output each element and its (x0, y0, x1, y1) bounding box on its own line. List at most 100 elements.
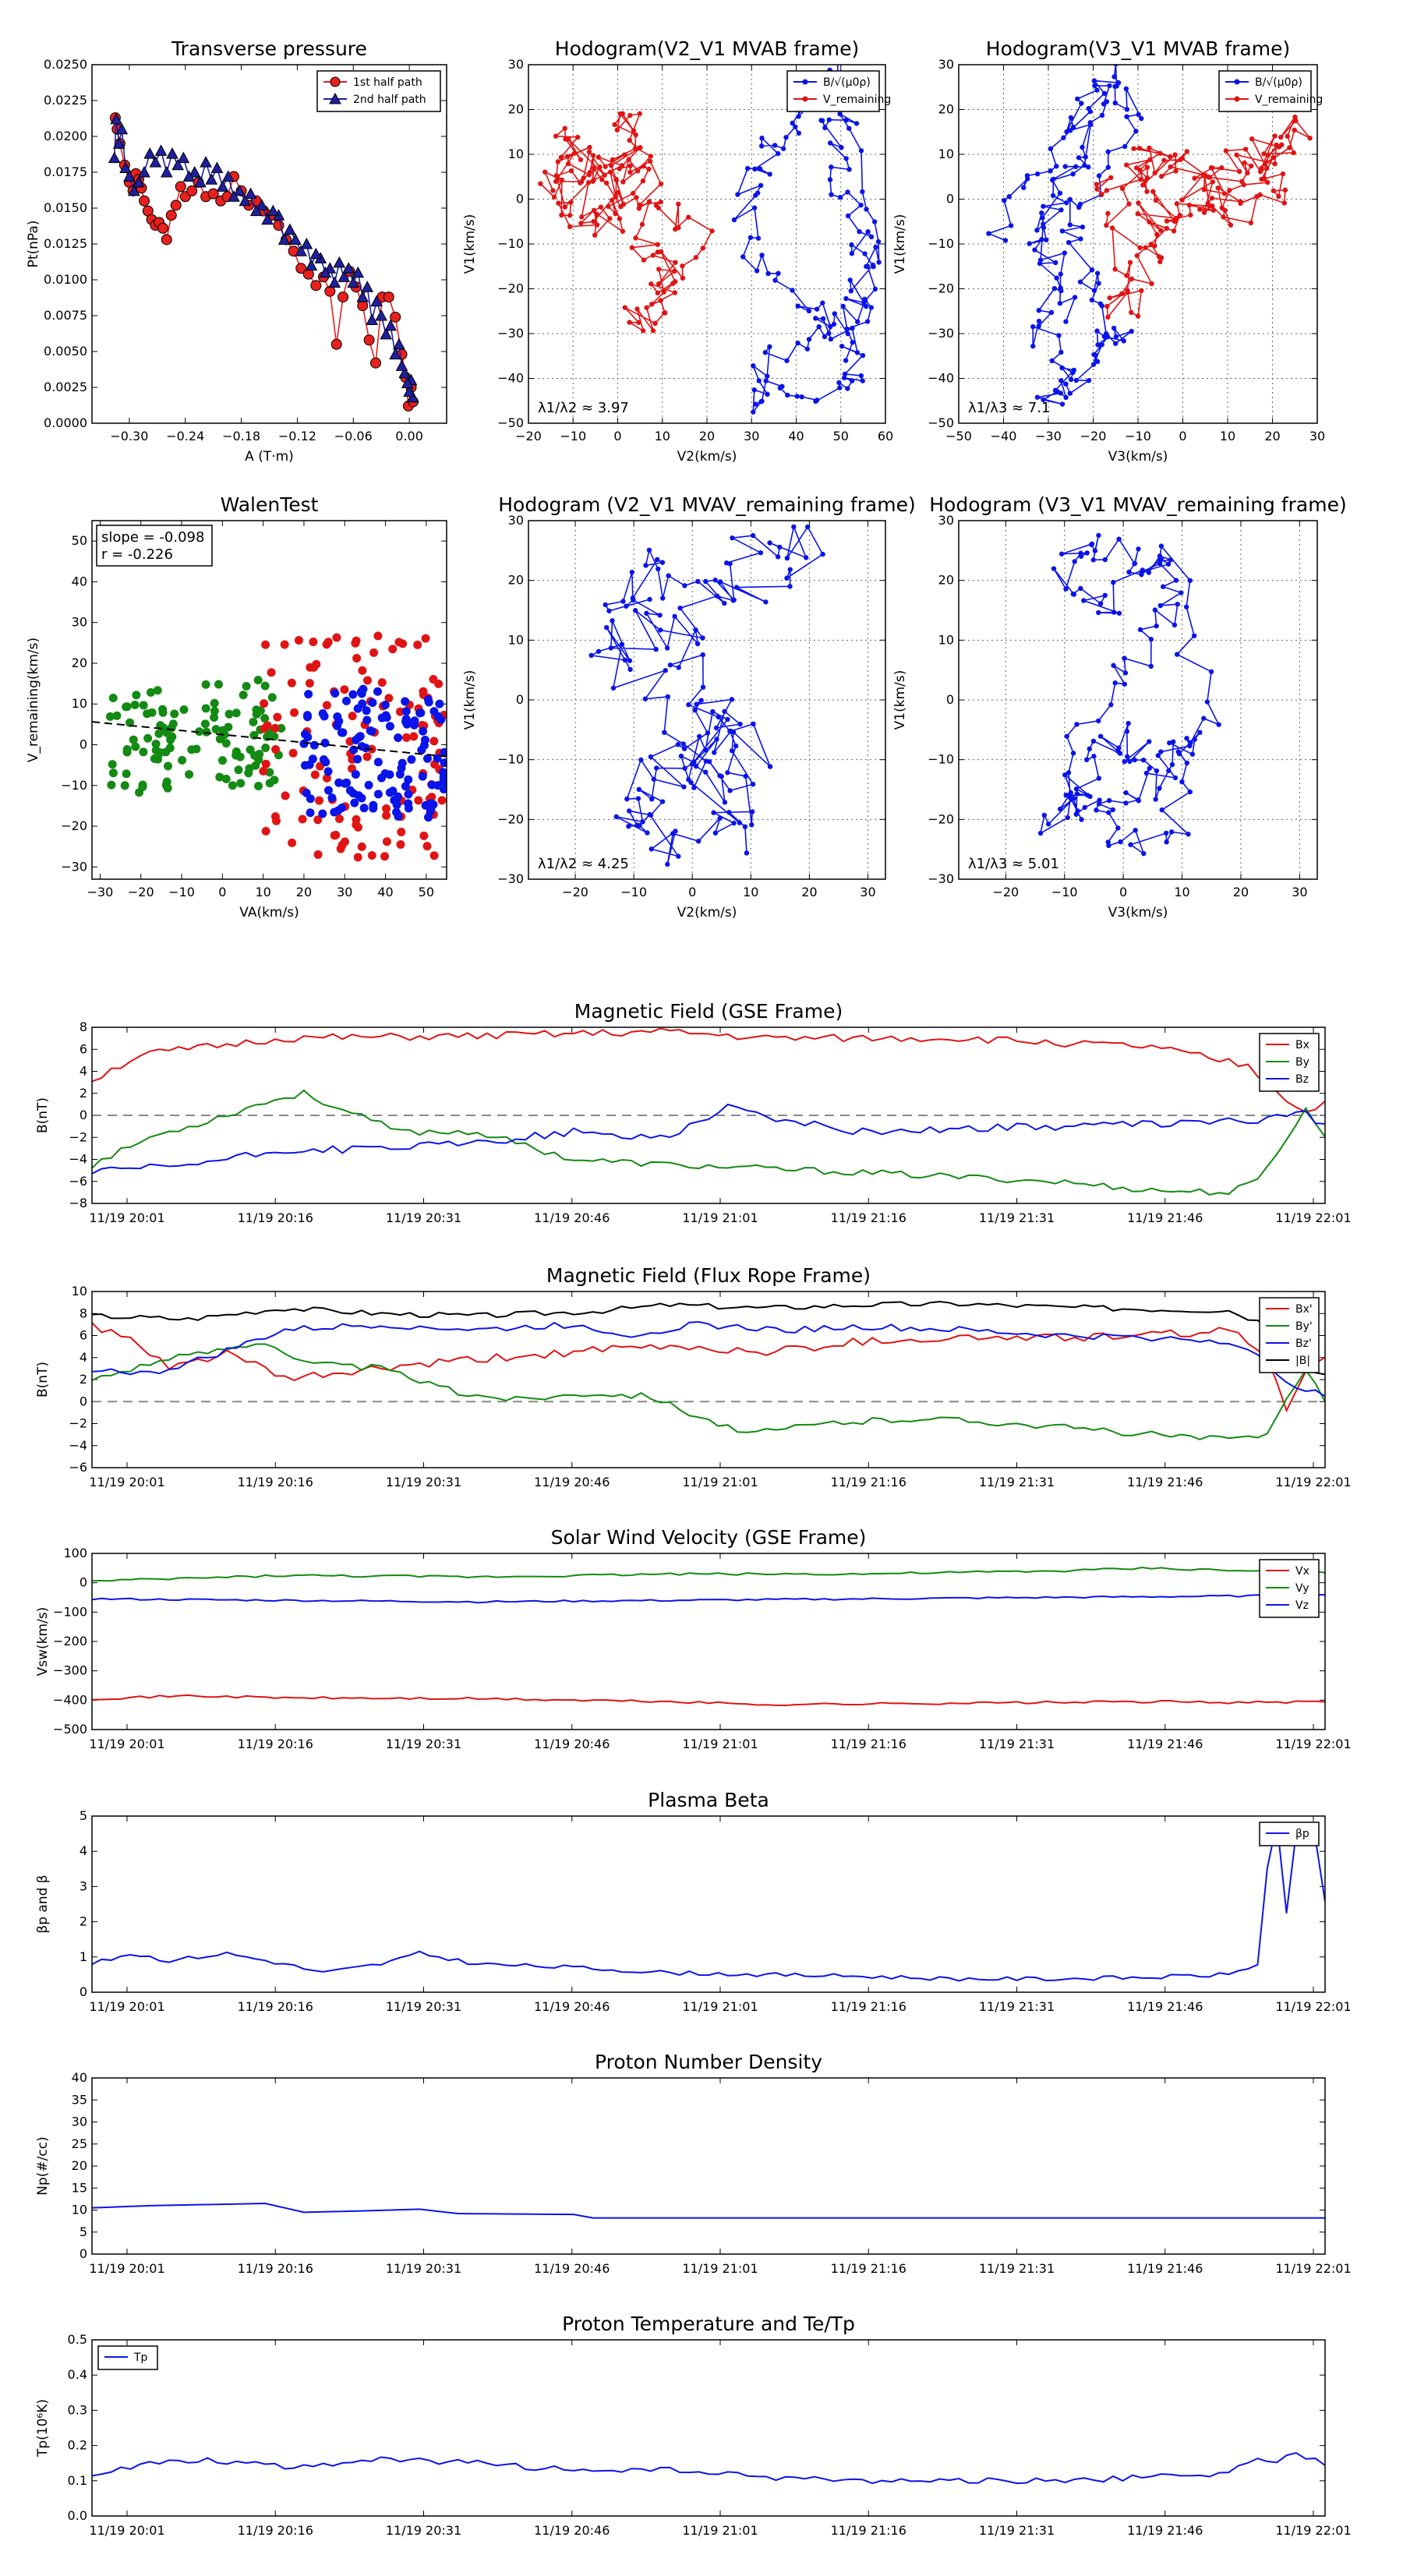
data-point (1135, 313, 1141, 319)
data-point (712, 750, 717, 755)
y-tick-label: −2 (69, 1129, 87, 1144)
data-point (784, 555, 790, 561)
data-point (1086, 377, 1092, 383)
y-tick-label: 10 (508, 632, 524, 647)
data-point (751, 205, 758, 210)
data-point (750, 781, 756, 787)
data-point (716, 714, 721, 720)
data-point (726, 810, 732, 815)
data-point (394, 811, 403, 821)
data-point (440, 758, 447, 768)
chart-bfr: Magnetic Field (Flux Rope Frame) −6 −4 −2 0 2… (35, 1264, 1352, 1489)
data-point (1174, 201, 1180, 207)
y-tick-label: −30 (61, 859, 87, 874)
plot-frame (528, 520, 886, 880)
data-point (1160, 584, 1166, 589)
data-point (615, 189, 621, 196)
data-point (1143, 770, 1150, 776)
data-point (737, 721, 743, 727)
data-point (254, 781, 263, 790)
data-point (647, 596, 652, 602)
data-point (622, 305, 627, 310)
legend-label: B/√(μ0ρ) (1255, 76, 1302, 89)
data-point (1118, 839, 1123, 845)
data-point (767, 764, 773, 769)
data-point (1156, 253, 1162, 260)
data-point (1078, 236, 1083, 242)
data-point (352, 653, 362, 663)
data-point (753, 401, 758, 407)
eigen-ratio-label: λ1/λ3 ≈ 5.01 (968, 856, 1059, 872)
data-point (261, 759, 270, 769)
y-tick-label: 6 (80, 1328, 87, 1343)
data-point (666, 573, 671, 578)
y-tick-label: −30 (497, 326, 524, 341)
data-point (836, 59, 840, 64)
data-point (163, 783, 172, 793)
plot-area (92, 2203, 1325, 2219)
x-tick-label: 10 (655, 429, 670, 443)
data-point (1091, 288, 1097, 293)
data-point (1122, 655, 1127, 661)
data-point (722, 708, 727, 714)
chart-walen: WalenTest −30 −20 −10 0 10 20 30 40 50 −30 −20 −10 0 1… (26, 493, 447, 921)
data-point (751, 409, 756, 415)
data-point (401, 707, 411, 716)
plot-area (92, 1300, 1325, 1440)
data-point (758, 182, 764, 189)
data-point (667, 662, 673, 668)
data-point (1189, 751, 1196, 757)
data-point (261, 826, 270, 836)
data-point (627, 137, 632, 143)
data-point (579, 214, 585, 220)
legend-marker (1234, 96, 1240, 102)
x-tick-label: 0 (218, 885, 226, 899)
data-point (1179, 590, 1184, 595)
data-point (562, 125, 567, 131)
y-tick-label: 20 (938, 102, 954, 117)
data-point (270, 732, 279, 741)
data-point (1210, 207, 1217, 213)
x-tick-label: 50 (833, 429, 849, 443)
y-tick-label: 0 (80, 737, 87, 752)
data-point (1058, 271, 1063, 277)
y-tick-label: −20 (61, 818, 87, 833)
data-point (154, 729, 164, 738)
data-point (613, 814, 619, 820)
data-point (875, 239, 882, 245)
data-point (608, 163, 614, 168)
y-axis-label: V1(km/s) (892, 214, 908, 274)
data-point (160, 165, 173, 178)
x-tick-label: 20 (1264, 429, 1280, 443)
data-point (872, 286, 878, 292)
data-point (289, 233, 302, 245)
data-point (735, 192, 740, 197)
x-tick-label: 11/19 21:01 (682, 1999, 758, 2014)
data-point (1261, 151, 1267, 157)
data-point (1172, 152, 1178, 157)
data-point (712, 830, 719, 836)
data-point (1157, 786, 1162, 791)
data-point (1037, 830, 1044, 836)
data-point (672, 268, 677, 274)
data-point (1082, 804, 1087, 811)
data-point (638, 757, 644, 763)
data-point (558, 154, 564, 161)
data-point (787, 584, 793, 589)
data-point (290, 708, 299, 717)
data-point (850, 340, 855, 345)
y-tick-label: 15 (72, 2180, 87, 2195)
data-point (333, 721, 342, 730)
y-tick-label: −8 (69, 1196, 87, 1210)
x-tick-label: −30 (87, 885, 114, 899)
y-tick-label: 0.0000 (44, 415, 87, 430)
data-point (228, 190, 240, 202)
data-point (358, 699, 367, 708)
data-point (779, 383, 785, 390)
data-point (703, 578, 709, 585)
data-point (1041, 397, 1046, 403)
data-point (1094, 182, 1099, 187)
data-point (1095, 342, 1101, 348)
plot-frame (91, 2077, 1326, 2255)
x-tick-label: 11/19 21:46 (1127, 1210, 1203, 1225)
